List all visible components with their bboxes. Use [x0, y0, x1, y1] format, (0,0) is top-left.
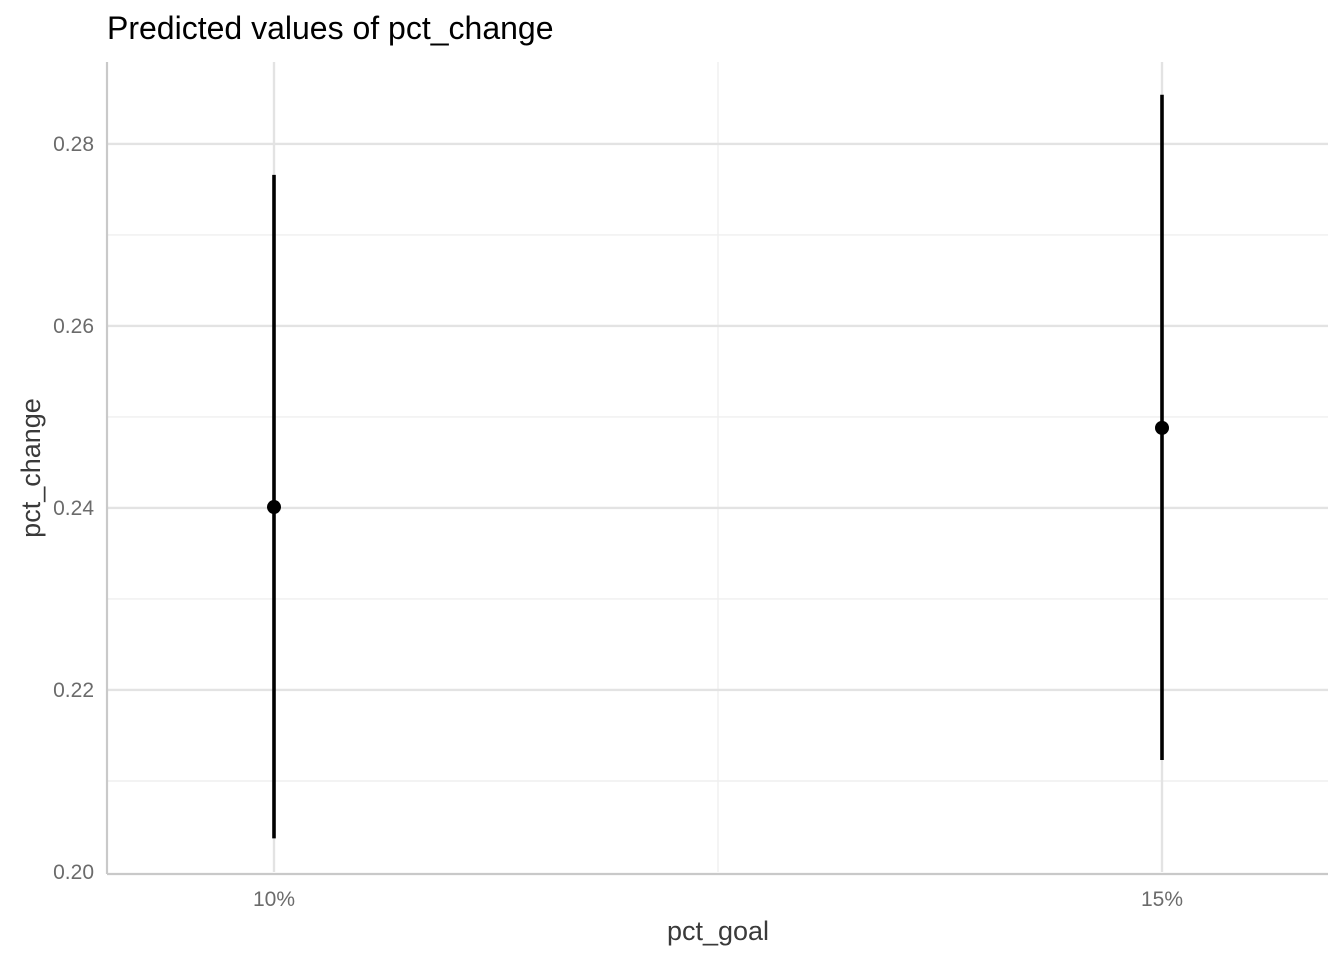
x-tick-label: 10%	[253, 888, 295, 911]
y-axis-tick-labels: 0.20 0.22 0.24 0.26 0.28	[53, 133, 94, 884]
minor-gridlines	[107, 62, 1328, 872]
y-tick-label: 0.26	[53, 315, 94, 338]
x-tick-label: 15%	[1141, 888, 1183, 911]
x-axis-tick-labels: 10% 15%	[253, 888, 1183, 911]
point	[267, 500, 281, 515]
point	[1155, 420, 1169, 435]
chart-title: Predicted values of pct_change	[107, 10, 554, 46]
y-tick-label: 0.22	[53, 679, 94, 702]
y-axis-title: pct_change	[16, 398, 46, 538]
y-tick-label: 0.20	[53, 861, 94, 884]
y-tick-label: 0.28	[53, 133, 94, 156]
axes	[105, 62, 1328, 876]
y-tick-label: 0.24	[53, 497, 94, 520]
x-axis-title: pct_goal	[667, 916, 769, 946]
data-marks	[267, 94, 1169, 839]
